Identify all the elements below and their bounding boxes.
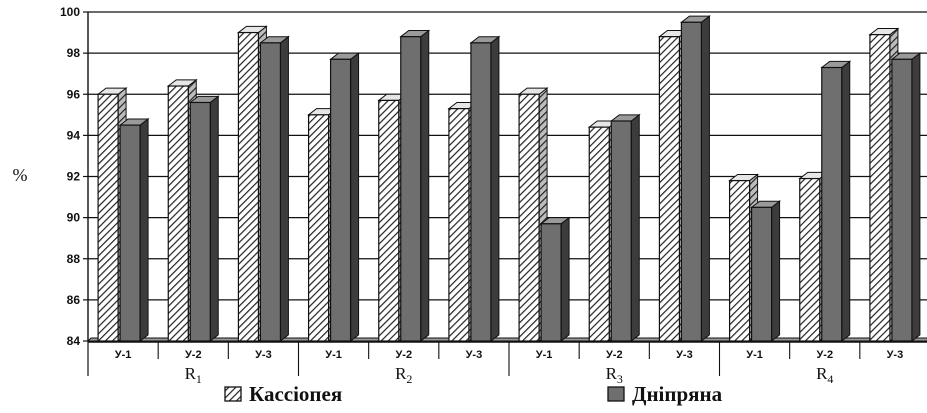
y-tick-label: 90 xyxy=(67,211,81,225)
bar-dnipriana xyxy=(679,15,711,343)
x-tick-label: У-2 xyxy=(606,349,623,361)
bar-dnipriana-front xyxy=(750,206,773,342)
group-label: R2 xyxy=(395,364,412,386)
bar-dnipriana xyxy=(890,52,922,343)
bar-kassiopeia-front xyxy=(97,93,119,342)
group-label: R3 xyxy=(606,364,623,386)
legend-item: Дніпряна xyxy=(607,382,723,406)
bar-dnipriana-front xyxy=(610,120,632,342)
x-tick-label: У-1 xyxy=(536,349,553,361)
y-tick-label: 98 xyxy=(67,46,81,60)
legend-swatch-solid xyxy=(607,386,625,402)
bar-dnipriana-side xyxy=(841,60,851,343)
bar-dnipriana-front xyxy=(329,58,352,342)
bar-dnipriana xyxy=(469,35,501,343)
bar-kassiopeia-front xyxy=(799,177,821,342)
bar-dnipriana xyxy=(609,113,641,343)
bar-dnipriana-side xyxy=(350,52,360,343)
bar-dnipriana xyxy=(329,52,361,343)
bar-dnipriana-front xyxy=(259,42,282,342)
x-tick-label: У-3 xyxy=(676,349,693,361)
bar-kassiopeia-front xyxy=(869,34,891,342)
bar-dnipriana-front xyxy=(189,101,211,342)
x-tick-label: У-3 xyxy=(466,349,483,361)
group-label: R1 xyxy=(185,364,202,386)
legend-item: Кассіопея xyxy=(224,382,342,406)
x-tick-label: У-1 xyxy=(746,349,763,361)
y-tick-label: 94 xyxy=(67,128,81,142)
bar-dnipriana xyxy=(539,216,571,343)
bar-dnipriana xyxy=(258,35,290,343)
bar-kassiopeia-front xyxy=(588,126,610,342)
bar-dnipriana-front xyxy=(119,124,141,342)
bar-kassiopeia-front xyxy=(237,31,260,342)
y-tick-label: 88 xyxy=(67,252,81,266)
bar-kassiopeia-front xyxy=(448,108,470,342)
bar-dnipriana xyxy=(118,117,150,343)
group-label: R4 xyxy=(816,364,833,386)
legend-label: Дніпряна xyxy=(632,382,723,406)
bar-dnipriana-front xyxy=(470,42,492,342)
y-tick-label: 84 xyxy=(67,334,81,348)
legend-swatch-hatched xyxy=(224,386,242,402)
bar-dnipriana-front xyxy=(891,58,913,342)
bar-kassiopeia-front xyxy=(518,93,540,342)
bar-dnipriana-front xyxy=(540,223,562,342)
bar-dnipriana xyxy=(750,200,782,343)
y-tick-label: 92 xyxy=(67,170,81,184)
y-tick-label: 100 xyxy=(60,5,80,19)
bar-dnipriana-side xyxy=(771,200,781,343)
bar-dnipriana-side xyxy=(209,95,219,343)
x-tick-label: У-2 xyxy=(185,349,202,361)
bar-dnipriana-side xyxy=(630,113,640,343)
bar-dnipriana-side xyxy=(911,52,921,343)
bar-kassiopeia-front xyxy=(307,114,330,342)
y-axis-label: % xyxy=(13,165,28,185)
bar-kassiopeia-front xyxy=(728,180,751,342)
y-tick-label: 96 xyxy=(67,87,81,101)
bar-dnipriana xyxy=(188,95,220,343)
x-tick-label: У-3 xyxy=(887,349,904,361)
x-tick-label: У-1 xyxy=(325,349,342,361)
x-tick-label: У-2 xyxy=(395,349,412,361)
y-tick-label: 86 xyxy=(67,293,81,307)
x-tick-label: У-2 xyxy=(816,349,833,361)
bar-dnipriana xyxy=(399,29,431,343)
bar-dnipriana-side xyxy=(420,29,430,343)
x-tick-label: У-1 xyxy=(115,349,132,361)
bar-dnipriana-side xyxy=(700,15,710,343)
bar-kassiopeia-front xyxy=(378,99,400,342)
bar-kassiopeia-front xyxy=(167,85,189,342)
bar-kassiopeia-front xyxy=(658,36,681,342)
legend-label: Кассіопея xyxy=(249,382,342,406)
bar-dnipriana-side xyxy=(139,117,149,343)
bar-dnipriana-side xyxy=(560,216,570,343)
bar-dnipriana-side xyxy=(279,35,289,343)
bar-dnipriana-front xyxy=(400,36,422,342)
bar-dnipriana-side xyxy=(490,35,500,343)
x-tick-label: У-3 xyxy=(255,349,272,361)
bar-dnipriana-front xyxy=(821,66,843,342)
bar-dnipriana xyxy=(820,60,852,343)
bar-dnipriana-front xyxy=(680,21,703,342)
